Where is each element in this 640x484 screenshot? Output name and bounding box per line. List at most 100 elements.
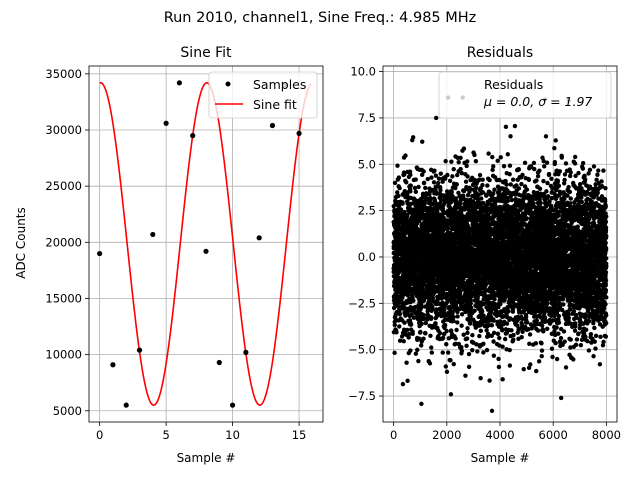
residual-point	[481, 342, 485, 346]
y-tick-label: 35000	[45, 67, 82, 81]
y-tick-label: −5.0	[348, 343, 376, 357]
residual-point	[462, 333, 466, 337]
residual-point	[511, 333, 515, 337]
x-tick-label: 15	[292, 428, 307, 442]
sample-point	[150, 232, 155, 237]
residual-point	[459, 323, 463, 327]
residual-point	[421, 169, 425, 173]
sample-point	[296, 131, 301, 136]
y-tick-label: 25000	[45, 179, 82, 193]
y-tick-label: −2.5	[348, 296, 376, 310]
residual-point	[450, 174, 454, 178]
residual-point	[492, 297, 496, 301]
residual-point	[458, 156, 462, 160]
residual-point	[486, 151, 490, 155]
y-tick-label: 7.5	[358, 111, 376, 125]
residual-point	[422, 181, 426, 185]
residual-point	[487, 178, 491, 182]
residual-point	[497, 365, 501, 369]
residual-point	[414, 190, 418, 194]
residual-point	[460, 349, 464, 353]
residual-point	[411, 332, 415, 336]
sample-point	[217, 360, 222, 365]
x-tick-label: 0	[390, 428, 397, 442]
residual-point	[474, 159, 478, 163]
residual-point	[451, 319, 455, 323]
residual-point	[448, 179, 452, 183]
residual-point	[396, 194, 400, 198]
residual-point	[423, 186, 427, 190]
y-tick-label: 20000	[45, 235, 82, 249]
sample-point	[177, 80, 182, 85]
residual-point	[441, 350, 445, 354]
sine-fit-title: Sine Fit	[180, 45, 232, 61]
residual-point	[445, 370, 449, 374]
residual-point	[449, 160, 453, 164]
residual-point	[418, 330, 422, 334]
residual-point	[416, 359, 420, 363]
residual-point	[438, 188, 442, 192]
residual-point	[470, 348, 474, 352]
residual-point	[443, 323, 447, 327]
residual-point	[520, 173, 524, 177]
residual-point	[453, 336, 457, 340]
residual-point	[397, 324, 401, 328]
y-tick-label: 0.0	[358, 250, 376, 264]
residual-point	[492, 187, 496, 191]
sample-point	[97, 251, 102, 256]
residual-point	[444, 342, 448, 346]
residual-point	[511, 307, 515, 311]
figure-suptitle: Run 2010, channel1, Sine Freq.: 4.985 MH…	[164, 10, 477, 26]
residual-point	[402, 321, 406, 325]
residual-point	[437, 177, 441, 181]
residual-point	[428, 196, 432, 200]
residual-point	[485, 183, 489, 187]
residual-point	[419, 343, 423, 347]
residual-point	[393, 181, 397, 185]
residual-point	[480, 178, 484, 182]
residual-point	[458, 167, 462, 171]
residual-point	[474, 186, 478, 190]
residual-point	[432, 180, 436, 184]
residual-point	[443, 159, 447, 163]
residual-point	[409, 183, 413, 187]
residual-point	[439, 171, 443, 175]
residual-point	[441, 336, 445, 340]
residual-point	[433, 321, 437, 325]
sine-fit-xlabel: Sample #	[177, 451, 236, 465]
residual-point	[505, 321, 509, 325]
residual-point	[415, 348, 419, 352]
residual-point	[479, 329, 483, 333]
sample-point	[137, 348, 142, 353]
residual-point	[513, 124, 517, 128]
residual-point	[404, 361, 408, 365]
residual-point	[419, 305, 423, 309]
residual-point	[429, 345, 433, 349]
residual-point	[454, 328, 458, 332]
residual-point	[429, 175, 433, 179]
residual-point	[491, 339, 495, 343]
residual-point	[465, 331, 469, 335]
residual-point	[420, 139, 424, 143]
residual-point	[452, 167, 456, 171]
residual-point	[426, 177, 430, 181]
residual-point	[430, 350, 434, 354]
residual-point	[490, 323, 494, 327]
residual-point	[405, 328, 409, 332]
residual-point	[508, 134, 512, 138]
residual-point	[472, 153, 476, 157]
residual-point	[520, 335, 524, 339]
residual-point	[485, 348, 489, 352]
residual-point	[428, 361, 432, 365]
residual-point	[467, 365, 471, 369]
residual-point	[464, 164, 468, 168]
residual-point	[472, 308, 476, 312]
residual-point	[509, 328, 513, 332]
residual-point	[416, 185, 420, 189]
y-tick-label: 10000	[45, 348, 82, 362]
residual-point	[451, 315, 455, 319]
residual-point	[480, 309, 484, 313]
residual-point	[449, 392, 453, 396]
residual-point	[405, 379, 409, 383]
